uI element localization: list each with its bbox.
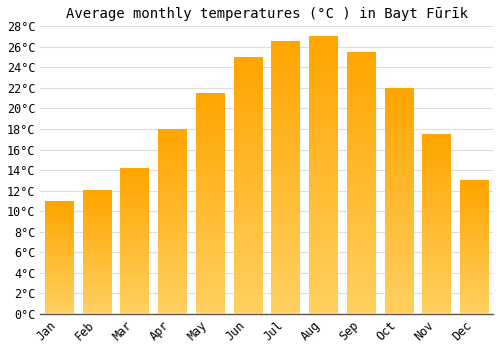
Title: Average monthly temperatures (°C ) in Bayt Fūrīk: Average monthly temperatures (°C ) in Ba… — [66, 7, 468, 21]
